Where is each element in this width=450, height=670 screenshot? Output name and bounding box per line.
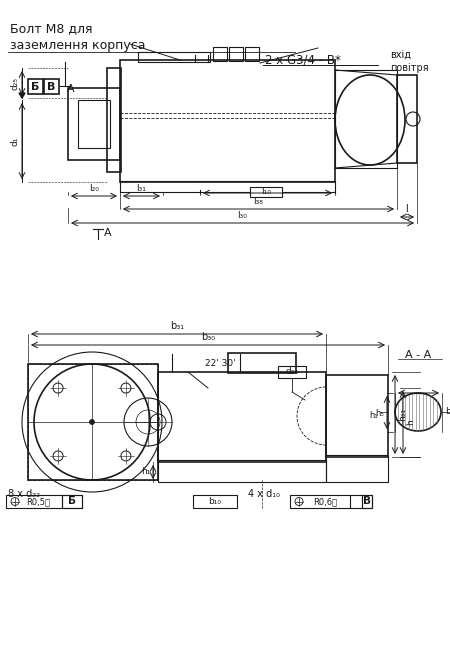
- Text: l₃₀: l₃₀: [238, 211, 248, 220]
- Text: h₃₁: h₃₁: [398, 408, 407, 421]
- Text: d₁: d₁: [10, 136, 19, 145]
- Text: h: h: [406, 419, 415, 425]
- Text: b₃₀: b₃₀: [201, 332, 215, 342]
- Text: вхід
повітря: вхід повітря: [390, 51, 428, 73]
- Text: l₂₀: l₂₀: [89, 184, 99, 193]
- Text: h₁: h₁: [369, 411, 378, 419]
- Polygon shape: [19, 93, 25, 98]
- Bar: [28, 364, 158, 480]
- Bar: [250, 187, 282, 197]
- Text: A: A: [67, 84, 75, 94]
- Text: Болт М8 для
заземлення корпуса: Болт М8 для заземлення корпуса: [10, 22, 145, 52]
- Bar: [335, 70, 397, 168]
- Text: h₁: h₁: [141, 468, 151, 476]
- Bar: [245, 47, 259, 61]
- Bar: [28, 364, 158, 480]
- Text: A - A: A - A: [405, 350, 431, 360]
- Bar: [290, 495, 372, 508]
- Text: l: l: [405, 204, 409, 214]
- Bar: [326, 455, 388, 482]
- Text: 8 x d₂₂: 8 x d₂₂: [8, 489, 40, 499]
- Text: Б: Б: [68, 496, 76, 507]
- Text: d₂₀: d₂₀: [285, 368, 298, 377]
- Bar: [120, 60, 335, 182]
- Text: В: В: [47, 82, 56, 92]
- Bar: [158, 372, 326, 462]
- Bar: [326, 375, 388, 457]
- Text: b₁: b₁: [445, 407, 450, 417]
- Text: R0,6ⓜ: R0,6ⓜ: [313, 497, 337, 506]
- Bar: [193, 495, 237, 508]
- Bar: [138, 52, 210, 62]
- Bar: [44, 79, 59, 94]
- Bar: [228, 353, 296, 373]
- Text: b₁₀: b₁₀: [208, 497, 221, 506]
- Text: l₃₈: l₃₈: [253, 197, 263, 206]
- Circle shape: [90, 419, 94, 425]
- Text: d₂₅: d₂₅: [10, 76, 19, 90]
- Text: 22' 30': 22' 30': [205, 360, 236, 368]
- Bar: [107, 68, 121, 172]
- Text: A: A: [104, 228, 112, 238]
- Text: b₃₁: b₃₁: [170, 321, 184, 331]
- Bar: [28, 79, 43, 94]
- Text: Б: Б: [32, 82, 40, 92]
- Bar: [120, 181, 335, 192]
- Text: l₁₀: l₁₀: [261, 188, 271, 196]
- Text: l₃₁: l₃₁: [136, 184, 146, 193]
- Bar: [229, 47, 243, 61]
- Bar: [78, 100, 110, 148]
- Text: В: В: [363, 496, 371, 507]
- Bar: [397, 75, 417, 163]
- Text: R0,5ⓜ: R0,5ⓜ: [26, 497, 50, 506]
- Text: h₅: h₅: [375, 409, 384, 417]
- Bar: [62, 495, 82, 508]
- Text: 2 x G3/4 - B*: 2 x G3/4 - B*: [265, 54, 341, 66]
- Bar: [213, 47, 227, 61]
- Bar: [278, 366, 306, 378]
- Text: 4 x d₁₀: 4 x d₁₀: [248, 489, 280, 499]
- Bar: [158, 460, 326, 482]
- Bar: [362, 495, 372, 508]
- Bar: [68, 88, 120, 160]
- Bar: [6, 495, 82, 508]
